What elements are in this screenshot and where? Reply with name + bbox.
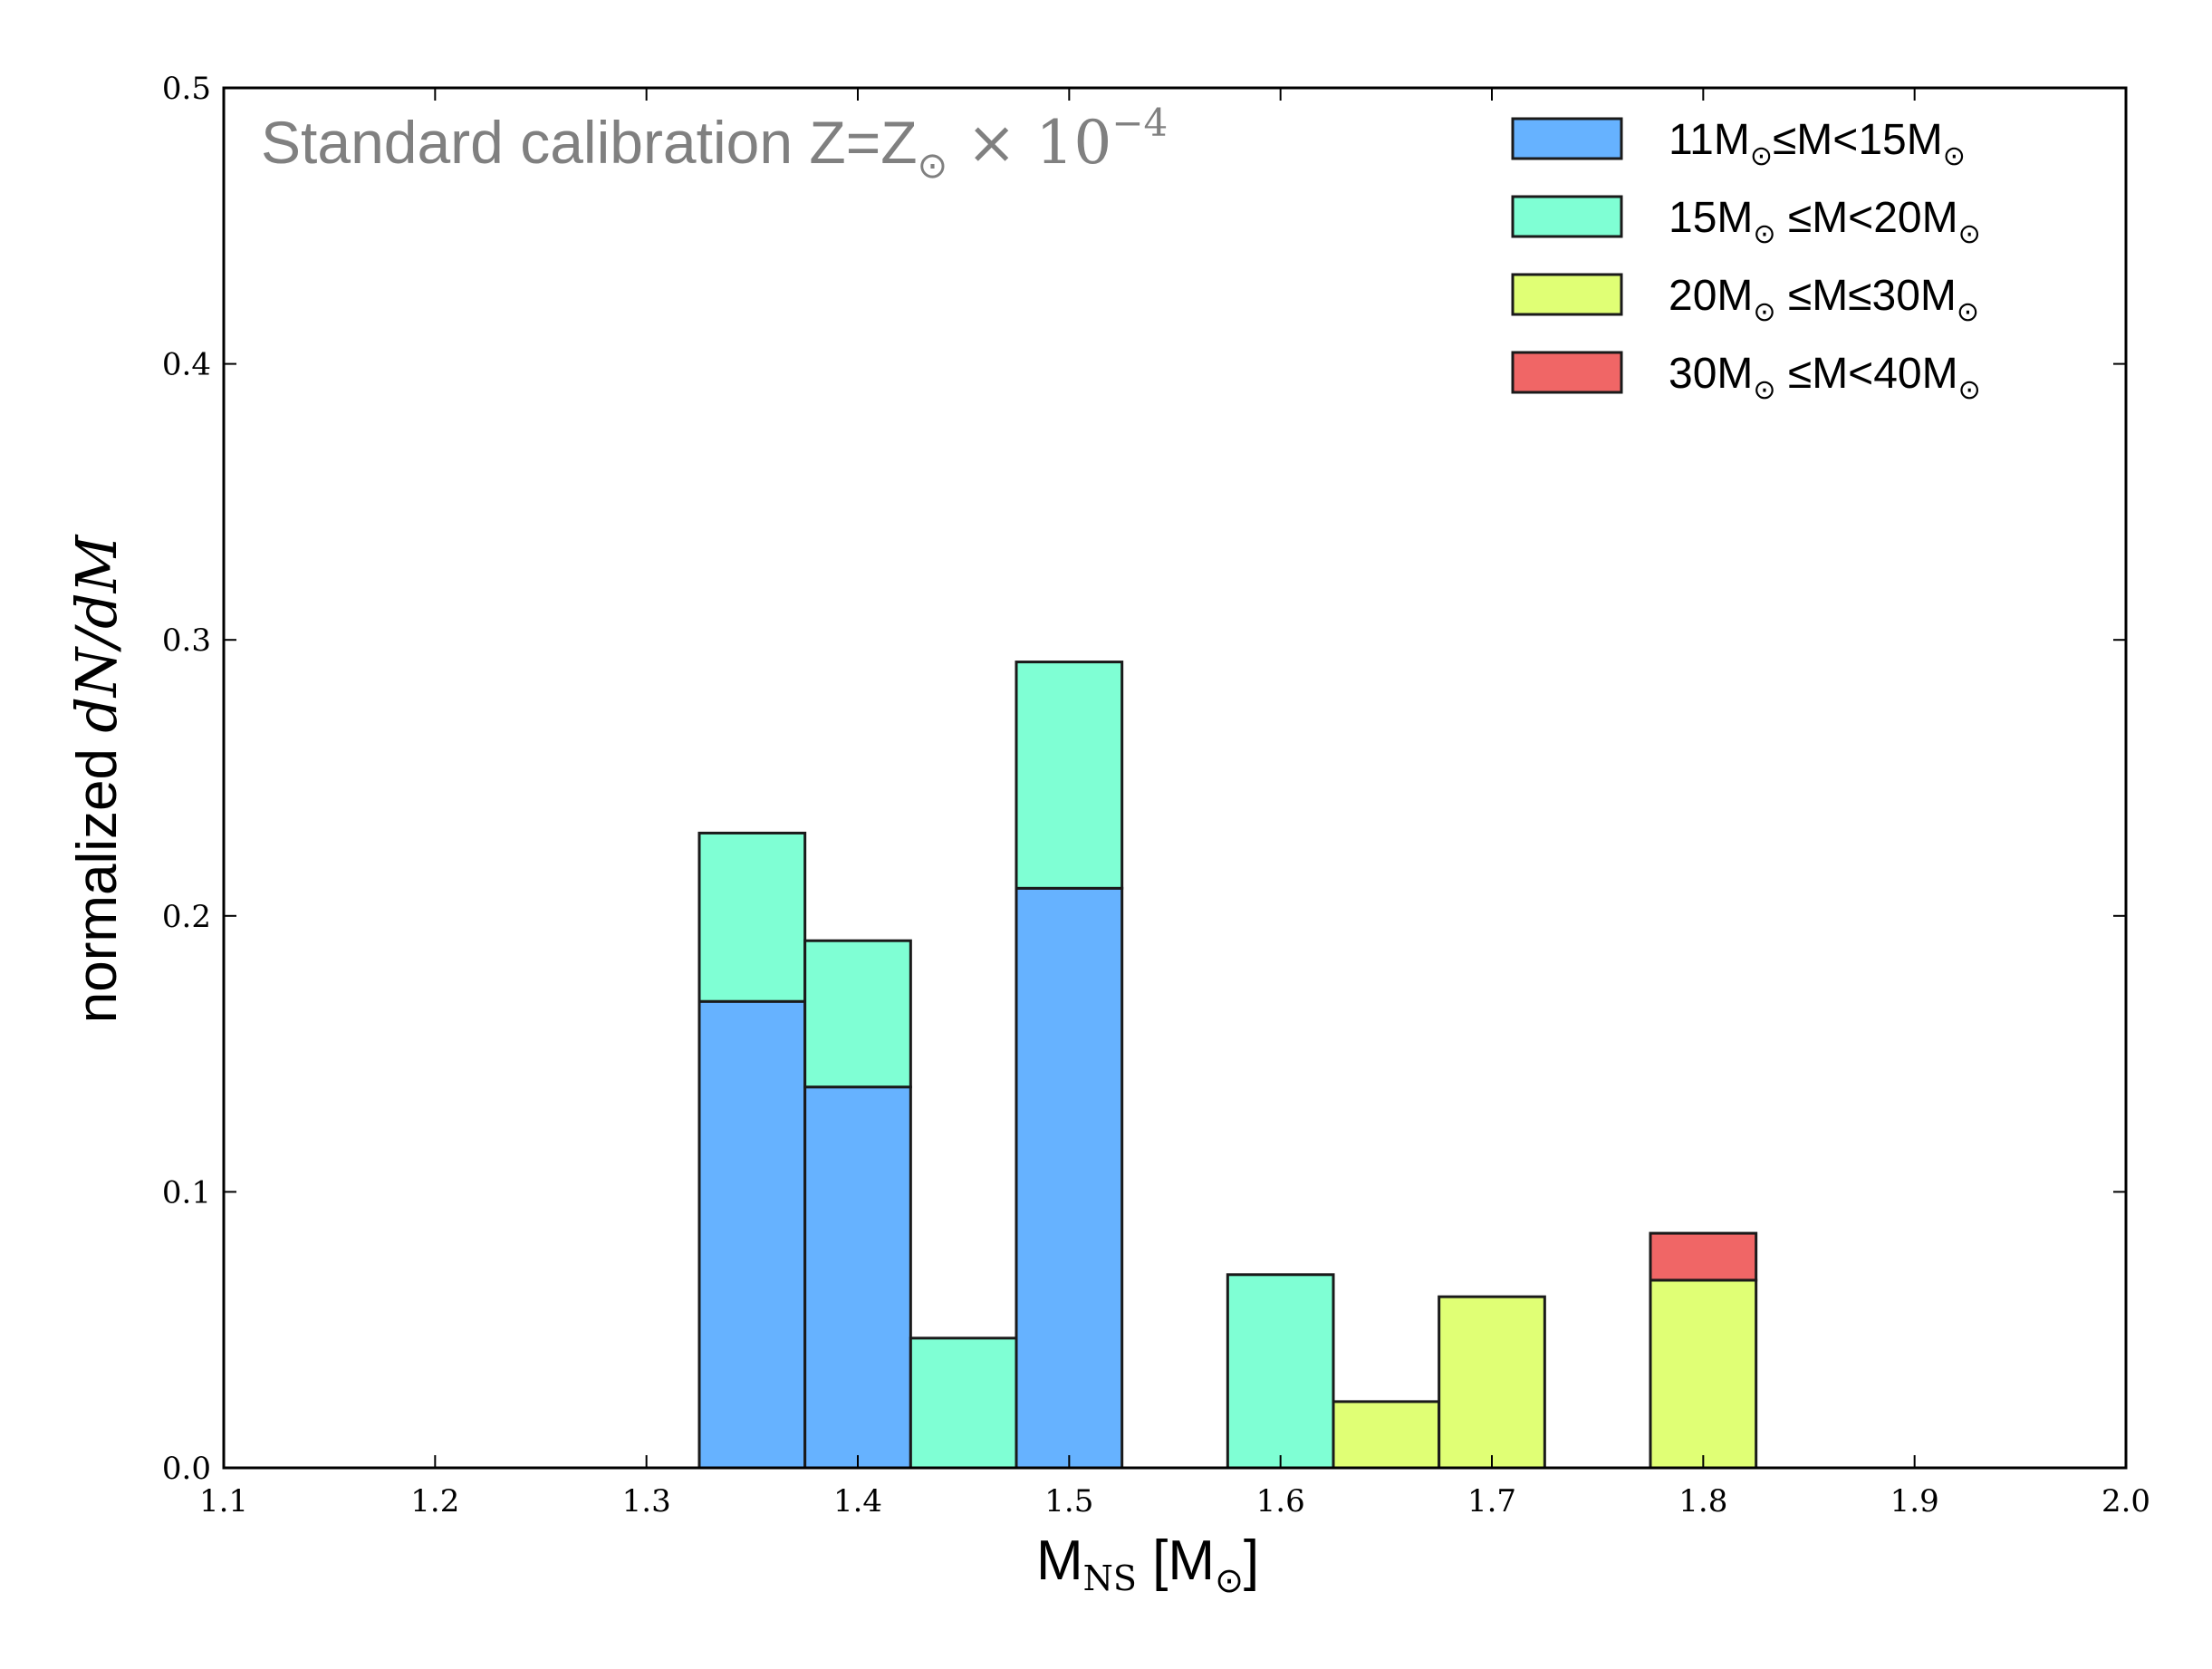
- y-tick-label: 0.4: [162, 347, 211, 383]
- bar-series3-bin7: [1332, 1400, 1441, 1470]
- x-tick-label: 2.0: [2101, 1483, 2150, 1519]
- bar-series3-bin8: [1438, 1295, 1546, 1470]
- bar-series2-bin4: [1015, 661, 1124, 890]
- y-axis-ticks: 0.0 0.1 0.2 0.3 0.4 0.5: [162, 71, 2126, 1487]
- legend-swatch-1: [1511, 117, 1623, 160]
- bar-series2-bin2: [803, 939, 912, 1089]
- x-axis-label: MNS [M⊙]: [1036, 1529, 1259, 1600]
- bar-series1-bin2: [803, 1085, 912, 1470]
- x-tick-label: 1.5: [1044, 1483, 1093, 1519]
- y-tick-label: 0.3: [162, 622, 211, 659]
- y-tick-label: 0.1: [162, 1174, 211, 1211]
- chart-annotation: Standard calibration Z=Z⊙ × 10−4: [261, 101, 1168, 186]
- x-tick-label: 1.8: [1678, 1483, 1727, 1519]
- y-tick-label: 0.5: [162, 71, 211, 107]
- x-tick-label: 1.9: [1890, 1483, 1939, 1519]
- legend-label-4: 30M⊙ ≤M<40M⊙: [1669, 350, 1981, 405]
- x-tick-label: 1.1: [199, 1483, 248, 1519]
- legend-swatch-3: [1511, 273, 1623, 316]
- x-tick-label: 1.6: [1256, 1483, 1305, 1519]
- y-axis-label: normalized dN/dM: [63, 534, 130, 1023]
- bar-series2-bin1: [697, 831, 807, 1003]
- x-axis-ticks: 1.1 1.2 1.3 1.4 1.5 1.6 1.7 1.8 1.9 2.0: [199, 88, 2150, 1519]
- x-tick-label: 1.7: [1467, 1483, 1516, 1519]
- legend-label-3: 20M⊙ ≤M≤30M⊙: [1669, 272, 1979, 327]
- bar-series3-bin10: [1649, 1278, 1758, 1470]
- bar-series2-bin6: [1226, 1273, 1335, 1470]
- bar-series2-bin3: [909, 1336, 1018, 1470]
- bar-series1-bin4: [1015, 886, 1124, 1470]
- bar-series1-bin1: [697, 999, 807, 1470]
- x-tick-label: 1.3: [622, 1483, 671, 1519]
- legend-label-2: 15M⊙ ≤M<20M⊙: [1669, 194, 1981, 249]
- legend: 11M⊙≤M<15M⊙ 15M⊙ ≤M<20M⊙ 20M⊙ ≤M≤30M⊙ 30M⊙ …: [1511, 116, 1981, 405]
- bar-series4-bin10: [1649, 1231, 1758, 1282]
- y-tick-label: 0.2: [162, 899, 211, 935]
- legend-swatch-2: [1511, 195, 1623, 238]
- legend-label-1: 11M⊙≤M<15M⊙: [1669, 116, 1966, 171]
- plot-frame: [222, 86, 2128, 1470]
- x-tick-label: 1.2: [410, 1483, 459, 1519]
- legend-swatch-4: [1511, 351, 1623, 394]
- x-tick-label: 1.4: [833, 1483, 882, 1519]
- bars-layer: [697, 661, 1758, 1470]
- y-tick-label: 0.0: [162, 1451, 211, 1487]
